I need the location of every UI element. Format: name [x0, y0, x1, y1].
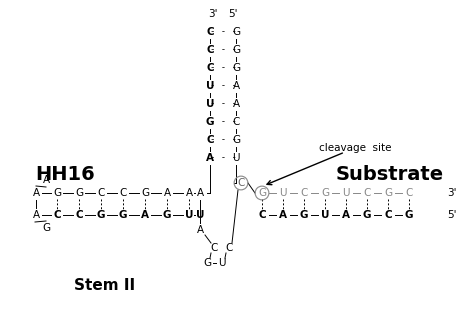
Text: G: G — [300, 210, 308, 220]
Text: A: A — [342, 210, 350, 220]
Text: C: C — [210, 243, 218, 253]
Text: C: C — [206, 45, 214, 55]
Text: A: A — [279, 210, 287, 220]
Text: U: U — [279, 188, 287, 198]
Text: G: G — [163, 210, 171, 220]
Text: C: C — [206, 63, 214, 73]
Text: G: G — [232, 45, 240, 55]
Text: C: C — [301, 188, 308, 198]
Text: U: U — [342, 188, 350, 198]
Text: C: C — [119, 188, 127, 198]
Text: G: G — [119, 210, 127, 220]
Text: - - -: - - - — [210, 81, 237, 91]
Text: A: A — [185, 188, 192, 198]
Text: G: G — [321, 188, 329, 198]
Text: G: G — [203, 258, 211, 268]
Text: - - -: - - - — [210, 136, 237, 145]
Text: A: A — [32, 188, 39, 198]
Text: U: U — [196, 210, 204, 220]
Text: A: A — [196, 225, 203, 235]
Text: U: U — [218, 258, 226, 268]
Text: G: G — [405, 210, 413, 220]
Text: - - -: - - - — [210, 100, 237, 109]
Text: G: G — [232, 63, 240, 73]
Text: C: C — [405, 188, 413, 198]
Text: C: C — [206, 135, 214, 145]
Text: C: C — [258, 210, 266, 220]
Text: C: C — [232, 117, 240, 127]
Text: - - -: - - - — [210, 27, 237, 36]
Text: C: C — [75, 210, 83, 220]
Text: - - -: - - - — [210, 63, 237, 72]
Text: C: C — [384, 210, 392, 220]
Text: C: C — [97, 188, 105, 198]
Text: G: G — [97, 210, 105, 220]
Text: G: G — [384, 188, 392, 198]
Text: A: A — [206, 153, 214, 163]
Text: A: A — [164, 188, 171, 198]
Text: 5': 5' — [228, 9, 238, 19]
Text: A: A — [43, 175, 50, 185]
Text: - - -: - - - — [210, 154, 237, 163]
Text: A: A — [232, 99, 239, 109]
Text: 3': 3' — [208, 9, 218, 19]
Text: A: A — [232, 81, 239, 91]
Text: G: G — [232, 135, 240, 145]
Text: C: C — [237, 178, 245, 188]
Text: C: C — [225, 243, 233, 253]
Text: U: U — [206, 81, 214, 91]
Text: G: G — [232, 27, 240, 37]
Text: 5': 5' — [447, 210, 456, 220]
Text: G: G — [258, 188, 266, 198]
Text: A: A — [141, 210, 149, 220]
Text: U: U — [206, 99, 214, 109]
Text: - - -: - - - — [210, 45, 237, 54]
Text: HH16: HH16 — [35, 165, 95, 184]
Text: C: C — [206, 27, 214, 37]
Text: G: G — [42, 223, 50, 233]
Text: G: G — [141, 188, 149, 198]
Text: C: C — [363, 188, 371, 198]
Text: U: U — [321, 210, 329, 220]
Text: Substrate: Substrate — [336, 165, 444, 184]
Text: G: G — [53, 188, 61, 198]
Text: A: A — [32, 210, 39, 220]
Text: Stem II: Stem II — [74, 277, 136, 293]
Text: cleavage  site: cleavage site — [319, 143, 391, 153]
Text: G: G — [206, 117, 214, 127]
Text: U: U — [232, 153, 240, 163]
Text: G: G — [75, 188, 83, 198]
Text: - - -: - - - — [210, 118, 237, 127]
Text: A: A — [196, 188, 203, 198]
Text: 3': 3' — [447, 188, 456, 198]
Text: U: U — [185, 210, 193, 220]
Text: C: C — [53, 210, 61, 220]
Text: G: G — [363, 210, 371, 220]
